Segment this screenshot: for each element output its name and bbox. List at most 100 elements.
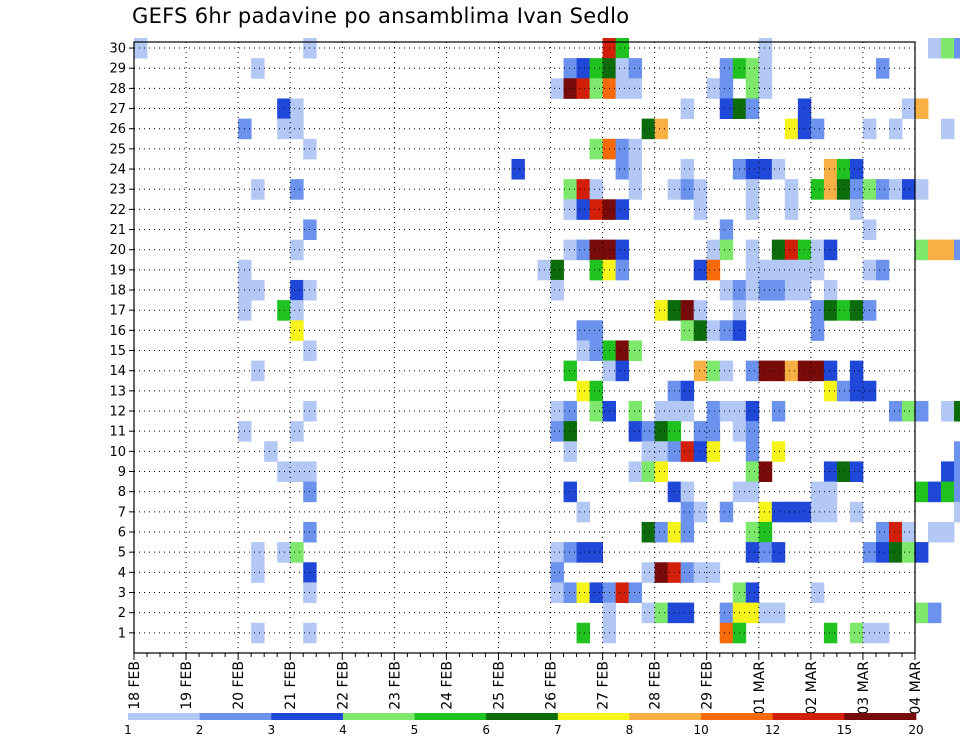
heatmap-cell <box>719 279 734 301</box>
colorbar: 1 2 3 4 5 6 7 8 10 12 15 20 <box>124 713 924 737</box>
heatmap-cell <box>563 179 577 200</box>
heatmap-cell <box>758 78 773 99</box>
x-tick-label: 23 FEB <box>387 661 403 710</box>
x-tick-label: 19 FEB <box>179 661 195 710</box>
y-tick-label: 23 <box>109 183 126 198</box>
heatmap-cell <box>784 279 799 301</box>
heatmap-cell <box>576 582 590 603</box>
y-tick-label: 12 <box>109 405 126 420</box>
heatmap-cell <box>784 199 799 220</box>
colorbar-swatch <box>342 713 415 720</box>
heatmap-cells <box>134 37 960 644</box>
heatmap-cell <box>875 542 890 563</box>
heatmap-cell <box>928 239 942 261</box>
heatmap-cell <box>758 602 773 624</box>
heatmap-cell <box>615 239 630 261</box>
heatmap-cell <box>511 158 525 180</box>
heatmap-cell <box>589 239 603 261</box>
heatmap-cell <box>810 582 825 603</box>
heatmap-cell <box>928 521 942 543</box>
heatmap-cell <box>576 380 590 402</box>
colorbar-swatch <box>128 713 200 720</box>
heatmap-cell <box>693 320 708 341</box>
heatmap-cell <box>771 400 786 422</box>
heatmap-cell <box>251 562 265 583</box>
heatmap-cell <box>589 380 603 402</box>
heatmap-cell <box>771 259 786 281</box>
heatmap-cell <box>563 582 577 603</box>
heatmap-cell <box>277 98 291 120</box>
heatmap-cell <box>654 602 669 624</box>
heatmap-cell <box>758 279 773 301</box>
y-tick-label: 7 <box>118 505 126 520</box>
heatmap-cell <box>654 461 669 482</box>
heatmap-cell <box>654 521 669 543</box>
colorbar-label: 10 <box>693 723 708 737</box>
heatmap-cell <box>615 582 630 603</box>
x-tick-label: 22 FEB <box>335 661 351 710</box>
heatmap-cell <box>758 259 773 281</box>
heatmap-cell <box>615 138 630 160</box>
heatmap-cell <box>941 118 955 140</box>
heatmap-cell <box>901 98 916 120</box>
heatmap-cell <box>758 521 773 543</box>
heatmap-cell <box>719 78 734 99</box>
heatmap-cell <box>628 400 643 422</box>
y-tick-label: 19 <box>109 263 126 278</box>
colorbar-label: 7 <box>554 723 562 737</box>
heatmap-cell <box>680 521 695 543</box>
heatmap-cell <box>719 98 734 120</box>
y-tick-label: 27 <box>109 102 126 117</box>
colorbar-swatch <box>199 713 272 720</box>
heatmap-cell <box>849 360 864 382</box>
heatmap-cell <box>954 37 960 59</box>
heatmap-cell <box>745 360 760 382</box>
heatmap-cell <box>680 320 695 341</box>
heatmap-cell <box>576 501 590 523</box>
heatmap-cell <box>915 239 929 261</box>
heatmap-cell <box>693 179 708 200</box>
heatmap-cell <box>576 320 590 341</box>
heatmap-cell <box>680 602 695 624</box>
colorbar-swatch <box>844 713 917 720</box>
heatmap-cell <box>745 400 760 422</box>
heatmap-cell <box>290 279 304 301</box>
heatmap-cell <box>758 542 773 563</box>
heatmap-cell <box>810 501 825 523</box>
colorbar-swatch <box>414 713 487 720</box>
heatmap-cell <box>758 58 773 79</box>
heatmap-cell <box>719 360 734 382</box>
heatmap-cell <box>954 239 960 261</box>
heatmap-cell <box>784 179 799 200</box>
heatmap-cell <box>745 98 760 120</box>
heatmap-cell <box>784 501 799 523</box>
heatmap-cell <box>771 239 786 261</box>
y-tick-label: 24 <box>109 163 126 178</box>
x-tick-label: 18 FEB <box>127 661 143 710</box>
heatmap-cell <box>576 542 590 563</box>
heatmap-cell <box>615 158 630 180</box>
heatmap-cell <box>849 158 864 180</box>
heatmap-cell <box>693 441 708 462</box>
colorbar-label: 1 <box>124 723 132 737</box>
colorbar-label: 20 <box>908 723 923 737</box>
heatmap-cell <box>277 461 291 482</box>
heatmap-cell <box>576 199 590 220</box>
heatmap-cell <box>954 441 960 462</box>
heatmap-cell <box>758 360 773 382</box>
heatmap-cell <box>628 421 643 442</box>
heatmap-cell <box>941 521 955 543</box>
heatmap-cell <box>875 179 890 200</box>
heatmap-cell <box>693 259 708 281</box>
heatmap-cell <box>771 441 786 462</box>
heatmap-cell <box>954 400 960 422</box>
heatmap-cell <box>693 562 708 583</box>
heatmap-cell <box>745 582 760 603</box>
heatmap-cell <box>771 279 786 301</box>
heatmap-cell <box>277 542 291 563</box>
heatmap-cell <box>693 199 708 220</box>
heatmap-cell <box>550 582 564 603</box>
heatmap-cell <box>576 179 590 200</box>
heatmap-cell <box>615 37 630 59</box>
heatmap-cell <box>901 521 916 543</box>
